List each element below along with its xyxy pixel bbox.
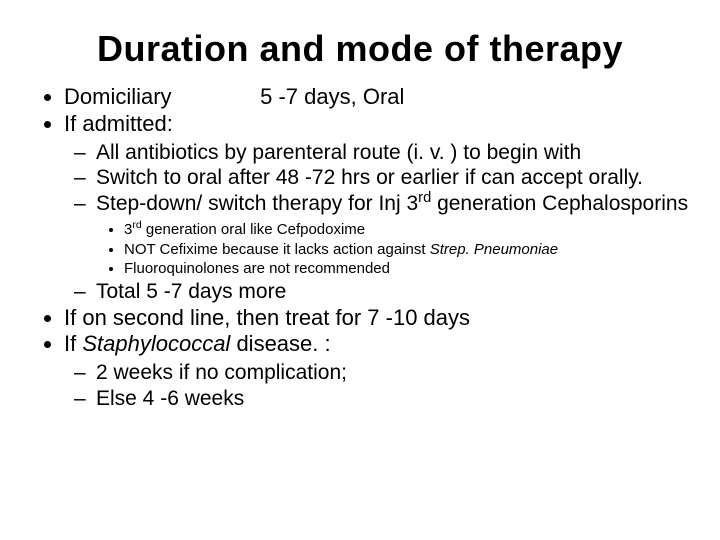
gen-oral-sup: rd — [132, 219, 141, 231]
bullet-second-line: If on second line, then treat for 7 -10 … — [64, 305, 690, 332]
step-down-post: generation Cephalosporins — [431, 192, 688, 215]
bullet-list-level1b: If on second line, then treat for 7 -10 … — [42, 305, 690, 412]
domiciliary-value: 5 -7 days, Oral — [260, 84, 404, 109]
bullet-list-level2-admitted: All antibiotics by parenteral route (i. … — [74, 140, 690, 305]
bullet-staph: If Staphylococcal disease. : 2 weeks if … — [64, 331, 690, 411]
staph-sub-a: 2 weeks if no complication; — [96, 360, 690, 386]
not-cefixime-em: Strep. Pneumoniae — [430, 241, 558, 258]
l3-item-2: NOT Cefixime because it lacks action aga… — [124, 240, 690, 260]
staph-post: disease. : — [230, 331, 330, 356]
bullet-list-level2-staph: 2 weeks if no complication; Else 4 -6 we… — [74, 360, 690, 411]
not-cefixime-pre: NOT Cefixime because it lacks action aga… — [124, 241, 430, 258]
bullet-list-level3: 3rd generation oral like Cefpodoxime NOT… — [102, 220, 690, 279]
staph-pre: If — [64, 331, 82, 356]
step-down-sup: rd — [418, 190, 431, 206]
bullet-domiciliary: Domiciliary 5 -7 days, Oral — [64, 84, 690, 111]
admitted-sub-a: All antibiotics by parenteral route (i. … — [96, 140, 690, 166]
if-admitted-label: If admitted: — [64, 111, 173, 136]
l3-item-3: Fluoroquinolones are not recommended — [124, 259, 690, 279]
slide-title: Duration and mode of therapy — [30, 28, 690, 70]
admitted-sub-d: Total 5 -7 days more — [96, 279, 690, 305]
l3-item-1: 3rd generation oral like Cefpodoxime — [124, 220, 690, 240]
bullet-if-admitted: If admitted: All antibiotics by parenter… — [64, 111, 690, 305]
staph-sub-b: Else 4 -6 weeks — [96, 386, 690, 412]
bullet-list-level1: Domiciliary 5 -7 days, Oral If admitted:… — [42, 84, 690, 305]
admitted-sub-b: Switch to oral after 48 -72 hrs or earli… — [96, 165, 690, 191]
admitted-sub-c: Step-down/ switch therapy for Inj 3rd ge… — [96, 191, 690, 279]
slide: Duration and mode of therapy Domiciliary… — [0, 0, 720, 540]
staph-em: Staphylococcal — [82, 331, 230, 356]
gen-oral-post: generation oral like Cefpodoxime — [142, 221, 365, 238]
domiciliary-label: Domiciliary — [64, 84, 254, 111]
step-down-pre: Step-down/ switch therapy for Inj 3 — [96, 192, 418, 215]
